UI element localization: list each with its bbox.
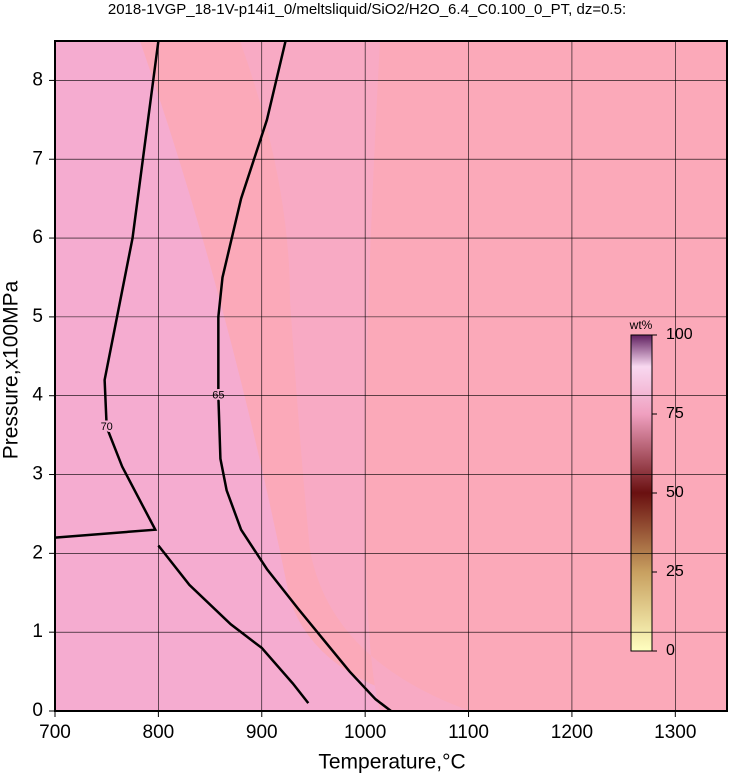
y-tick-label: 6: [32, 227, 43, 248]
transition-region: [240, 41, 470, 711]
colorbar-tick-label: 25: [666, 563, 684, 580]
y-tick-label: 5: [32, 306, 43, 327]
colorbar-tick-label: 100: [666, 326, 693, 343]
x-tick-label: 800: [143, 722, 175, 743]
y-axis-label: Pressure,x100MPa: [0, 280, 23, 459]
contour-label: 70: [101, 421, 113, 433]
x-tick-label: 1200: [551, 722, 593, 743]
y-tick-label: 2: [32, 542, 43, 563]
x-tick-label: 1300: [654, 722, 696, 743]
y-tick-label: 4: [32, 385, 43, 406]
x-tick-label: 1000: [344, 722, 386, 743]
colorbar-tick-label: 75: [666, 405, 684, 422]
melt-region: [55, 41, 470, 711]
y-tick-label: 8: [32, 69, 43, 90]
x-axis-label: Temperature,°C: [318, 751, 465, 774]
colorbar-label: wt%: [629, 318, 653, 332]
colorbar-tick-label: 50: [666, 484, 684, 501]
y-tick-label: 7: [32, 148, 43, 169]
plot-frame: [54, 40, 728, 712]
x-tick-label: 700: [39, 722, 71, 743]
y-tick-label: 0: [32, 700, 43, 721]
y-tick-label: 1: [32, 621, 43, 642]
contour-line: [54, 40, 310, 704]
x-tick-label: 900: [246, 722, 278, 743]
chart-title: 2018-1VGP_18-1V-p14i1_0/meltsliquid/SiO2…: [108, 1, 626, 18]
contour-line: [217, 40, 392, 712]
colorbar-tick-label: 0: [666, 642, 675, 659]
x-tick-label: 1100: [448, 722, 489, 743]
y-tick-label: 3: [32, 464, 43, 485]
colorbar: [630, 334, 653, 652]
